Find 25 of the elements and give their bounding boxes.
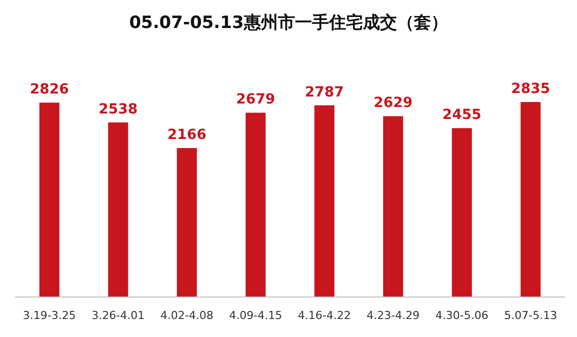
data-label: 2629 [374,95,413,112]
bar [108,122,128,297]
x-tick-label: 3.19-3.25 [22,309,76,322]
chart-title: 05.07-05.13惠州市一手住宅成交（套） [129,13,448,33]
x-tick-label: 4.30-5.06 [435,309,488,322]
bar [520,102,541,297]
x-tick-label: 4.09-4.15 [229,309,282,322]
x-tick-label: 5.07-5.13 [504,309,558,322]
bar [39,102,60,297]
bar [246,112,266,297]
bar [314,105,334,297]
x-tick-label: 4.23-4.29 [366,309,420,322]
x-tick-label: 3.26-4.01 [92,309,145,322]
data-label: 2826 [30,82,69,98]
bar [383,116,404,297]
data-label: 2835 [511,81,550,97]
bar [452,128,472,297]
data-label: 2787 [304,84,344,100]
data-label: 2166 [167,127,206,144]
x-tick-label: 4.02-4.08 [160,309,214,322]
data-label: 2679 [236,92,276,108]
data-label: 2538 [98,101,138,118]
bar [176,148,197,297]
x-tick-label: 4.16-4.22 [298,309,351,322]
data-label: 2455 [442,107,482,124]
